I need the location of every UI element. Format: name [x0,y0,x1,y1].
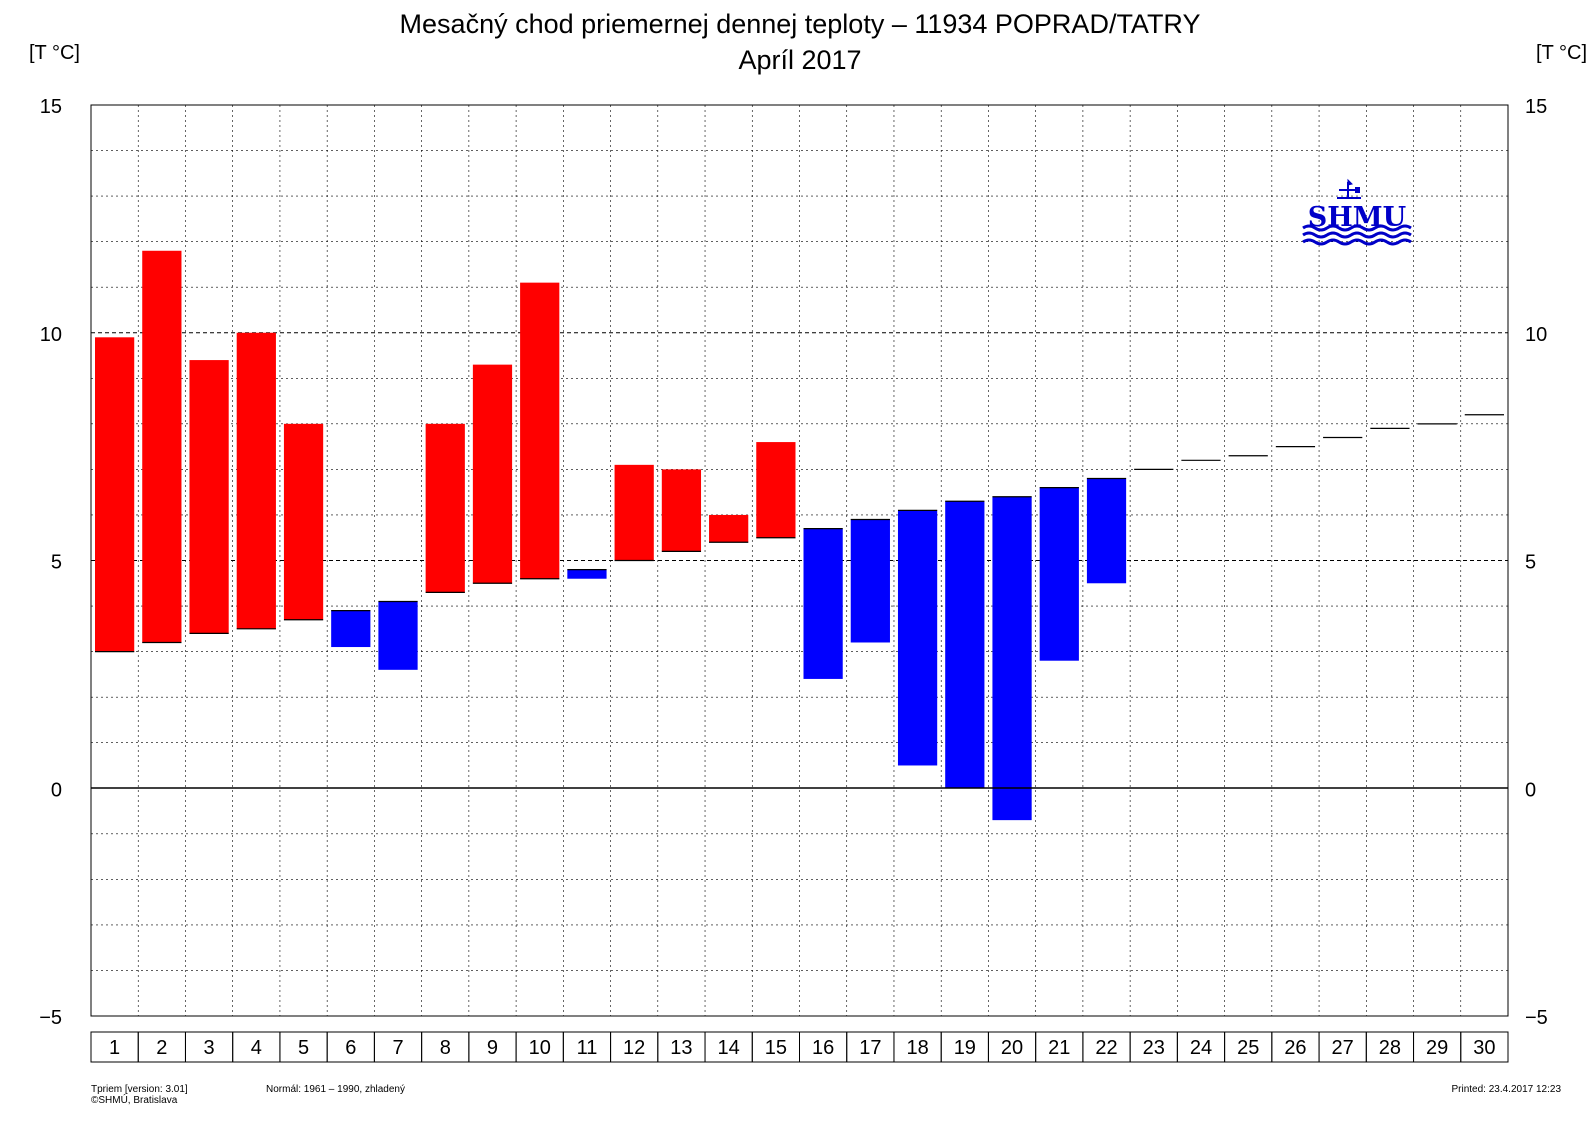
bar-day-16 [803,528,843,679]
x-tick-label: 10 [529,1037,551,1059]
y-tick-left: 15 [40,96,62,118]
bar-day-18 [897,510,938,766]
footer-normal: Normál: 1961 – 1990, zhladený [266,1084,405,1095]
x-axis-labels: 1 2 3 4 5 6 7 8 9 10 11 12 13 14 15 16 17 18 19 20 21 22 23 24 2… [90,1031,1509,1063]
y-tick-right: 15 [1525,96,1547,118]
bar-day-2 [142,250,182,643]
plot-frame [90,104,1509,1017]
x-tick-label: 3 [204,1037,215,1059]
y-tick-left: 0 [51,779,62,801]
bar-day-1 [95,337,135,652]
y-tick-right: 5 [1525,552,1536,574]
x-tick-label: 27 [1332,1037,1354,1059]
bar-day-14 [709,514,749,543]
bar-day-21 [1039,487,1079,661]
x-tick-label: 20 [1001,1037,1023,1059]
bar-day-22 [1086,478,1127,584]
x-tick-label: 11 [577,1037,598,1059]
y-tick-right: −5 [1525,1007,1548,1029]
normal-line [95,414,1504,653]
x-tick-label: 24 [1190,1037,1212,1059]
bar-day-12 [614,464,654,561]
x-tick-label: 22 [1095,1037,1117,1059]
bar-day-6 [331,610,371,648]
y-axis-label-left: [T °C] [29,42,80,64]
bar-day-13 [661,469,702,552]
footer-printed: Printed: 23.4.2017 12:23 [1451,1084,1561,1095]
bars [95,250,1127,821]
bar-day-5 [283,423,324,620]
x-tick-label: 29 [1426,1037,1448,1059]
x-tick-label: 15 [765,1037,787,1059]
y-tick-left: 5 [51,552,62,574]
x-tick-label: 23 [1143,1037,1165,1059]
chart-title: Mesačný chod priemernej dennej teploty –… [400,9,1201,39]
x-tick-label: 4 [251,1037,262,1059]
x-label-box [1460,1031,1509,1063]
bar-day-8 [425,423,465,593]
x-tick-label: 12 [623,1037,645,1059]
x-tick-label: 8 [440,1037,451,1059]
x-tick-label: 16 [812,1037,834,1059]
bar-day-20 [992,496,1032,821]
y-tick-left: 10 [40,324,62,346]
footer-copyright: ©SHMÚ, Bratislava [91,1095,178,1106]
bar-day-7 [378,601,418,670]
x-tick-label: 17 [859,1037,881,1059]
x-tick-label: 14 [718,1037,740,1059]
bar-day-15 [756,442,796,538]
x-tick-label: 13 [670,1037,692,1059]
bar-day-10 [520,282,560,579]
x-tick-label: 30 [1473,1037,1495,1059]
bar-day-17 [850,519,890,643]
x-tick-label: 19 [954,1037,976,1059]
chart-subtitle: Apríl 2017 [738,45,861,75]
y-tick-left: −5 [39,1007,62,1029]
x-tick-label: 5 [298,1037,309,1059]
x-tick-label: 25 [1237,1037,1259,1059]
grid [91,105,1508,1016]
x-tick-label: 26 [1284,1037,1306,1059]
x-tick-label: 9 [487,1037,498,1059]
x-tick-label: 1 [109,1037,120,1059]
shmu-logo: SHMU [1302,178,1412,246]
y-tick-right: 10 [1525,324,1547,346]
y-axis-label-right: [T °C] [1536,42,1587,64]
bar-day-19 [945,501,985,789]
bar-day-9 [472,364,513,584]
y-ticks: 15 15 10 10 5 5 0 0 −5 −5 [39,96,1548,1029]
x-tick-label: 28 [1379,1037,1401,1059]
y-tick-right: 0 [1525,779,1536,801]
bar-day-3 [189,360,229,634]
x-tick-label: 18 [906,1037,928,1059]
x-tick-label: 21 [1048,1037,1070,1059]
footer-version: Tpriem [version: 3.01] [91,1084,188,1095]
bar-day-4 [236,332,276,629]
bar-day-11 [567,569,607,579]
x-tick-label: 6 [345,1037,356,1059]
x-tick-label: 2 [156,1037,167,1059]
x-tick-label: 7 [392,1037,403,1059]
